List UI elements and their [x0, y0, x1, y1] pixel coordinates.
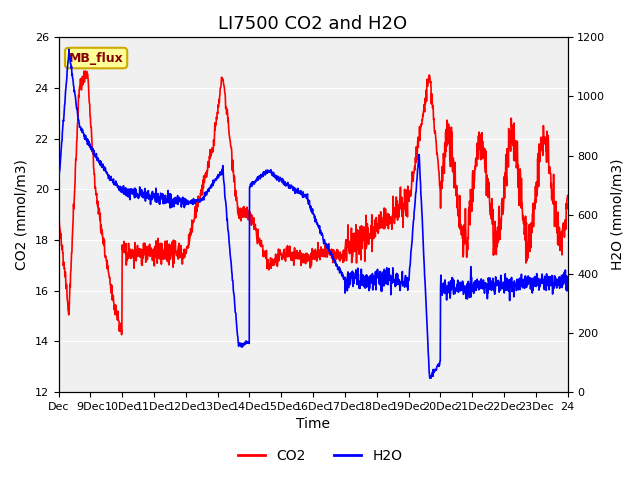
Legend: CO2, H2O: CO2, H2O [232, 443, 408, 468]
Y-axis label: H2O (mmol/m3): H2O (mmol/m3) [611, 159, 625, 270]
Y-axis label: CO2 (mmol/m3): CO2 (mmol/m3) [15, 159, 29, 270]
X-axis label: Time: Time [296, 418, 330, 432]
Title: LI7500 CO2 and H2O: LI7500 CO2 and H2O [218, 15, 408, 33]
Text: MB_flux: MB_flux [68, 51, 124, 64]
